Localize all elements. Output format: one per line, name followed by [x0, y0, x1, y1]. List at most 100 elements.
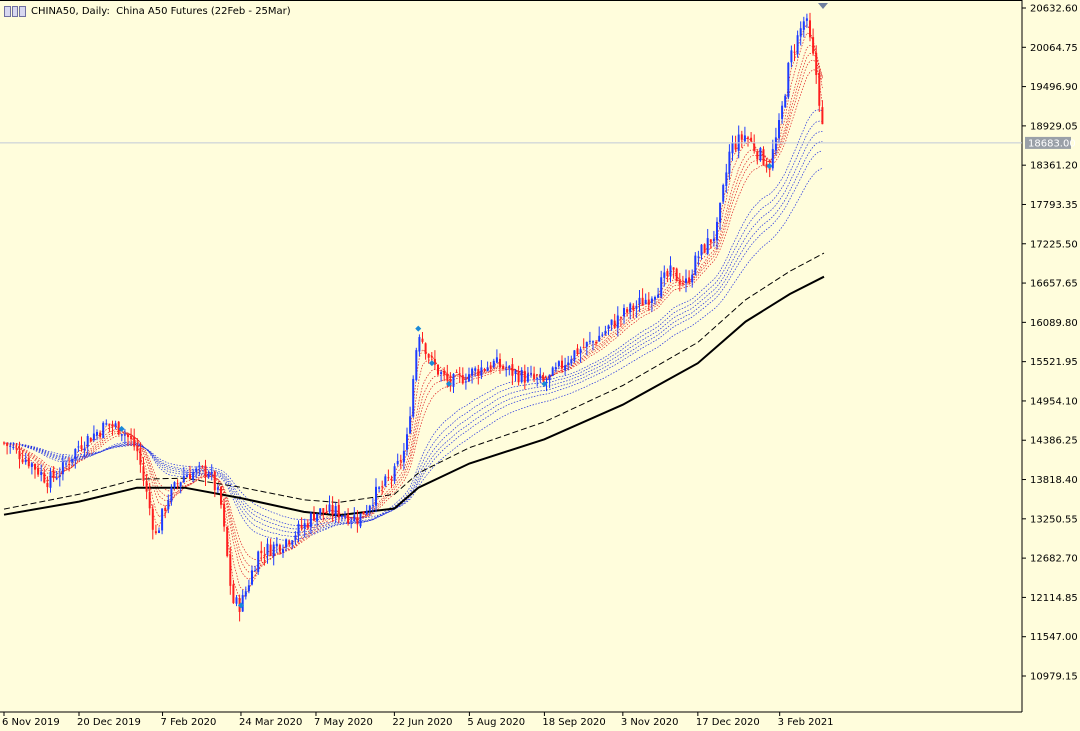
- candle-body: [347, 514, 350, 524]
- candle-body: [685, 278, 687, 283]
- candle-body: [381, 486, 384, 488]
- price-axis-label: 17793.35: [1030, 200, 1078, 211]
- candle-body: [309, 513, 312, 527]
- candle-body: [251, 570, 253, 585]
- candle-body: [809, 20, 811, 38]
- fast-ema-line: [3, 53, 823, 573]
- candle-body: [657, 294, 660, 298]
- long-ma-line: [3, 275, 825, 517]
- candle-body: [474, 368, 477, 371]
- candle-body: [43, 473, 46, 483]
- candle-body: [523, 370, 526, 383]
- candle-body: [719, 202, 722, 223]
- candle-body: [424, 343, 427, 355]
- slow-ema-line: [3, 109, 823, 541]
- candle-body: [30, 463, 33, 467]
- candle-body: [123, 434, 126, 436]
- candle-body: [409, 416, 412, 434]
- candle-body: [700, 244, 703, 256]
- candle-body: [139, 449, 142, 465]
- candle-body: [278, 544, 281, 552]
- price-axis-label: 18361.20: [1030, 161, 1078, 172]
- candle-body: [619, 317, 622, 319]
- candle-body: [799, 28, 802, 37]
- ma-fan-ribbon: [3, 23, 823, 602]
- candle-body: [610, 319, 613, 325]
- long-ma-dashed-line: [3, 252, 825, 510]
- candle-body: [86, 436, 89, 447]
- candle-body: [489, 365, 492, 369]
- candle-body: [275, 543, 278, 547]
- candle-body: [167, 500, 170, 510]
- candle-body: [663, 272, 666, 278]
- candle-body: [564, 365, 567, 371]
- candle-body: [12, 446, 15, 448]
- candle-body: [592, 341, 594, 343]
- candle-body: [61, 462, 64, 475]
- candle-body: [567, 362, 570, 366]
- signal-diamond-marker: [445, 380, 452, 387]
- slow-ema-line: [3, 140, 823, 530]
- price-axis-label: 16657.65: [1030, 279, 1078, 290]
- candle-body: [734, 143, 737, 150]
- date-axis-label: 22 Jun 2020: [392, 717, 452, 728]
- candle-body: [179, 482, 182, 487]
- chart-shift-marker[interactable]: [818, 3, 828, 9]
- candle-body: [607, 325, 610, 330]
- candle-body: [582, 347, 585, 349]
- candle-body: [313, 513, 315, 521]
- candle-body: [393, 466, 396, 481]
- candle-body: [353, 515, 356, 521]
- candle-body: [223, 503, 226, 527]
- price-axis-label: 15521.95: [1030, 357, 1078, 368]
- candle-body: [365, 510, 368, 515]
- candle-body: [818, 73, 821, 106]
- candle-body: [114, 423, 117, 426]
- chart-window-icon: [4, 5, 27, 17]
- candle-body: [102, 422, 105, 439]
- candle-body: [65, 463, 67, 465]
- candle-body: [241, 595, 244, 612]
- candle-body: [787, 62, 790, 98]
- candle-body: [46, 482, 49, 488]
- chart-title-bar: CHINA50, Daily: China A50 Futures (22Feb…: [4, 4, 291, 18]
- candle-body: [756, 151, 759, 160]
- candle-body: [446, 373, 449, 381]
- candle-body: [712, 238, 715, 242]
- candle-body: [499, 358, 501, 368]
- price-axis-label: 13250.55: [1030, 514, 1078, 525]
- candle-body: [784, 95, 787, 108]
- candle-body: [151, 508, 154, 530]
- candle-body: [173, 482, 176, 488]
- candle-body: [675, 268, 678, 282]
- candle-body: [647, 299, 650, 305]
- timeframe-name: Daily: [81, 5, 107, 17]
- candle-body: [480, 367, 483, 376]
- candle-body: [325, 512, 328, 514]
- candle-body: [449, 379, 452, 385]
- price-axis-label: 14954.10: [1030, 396, 1078, 407]
- candle-body: [421, 338, 424, 342]
- long-moving-averages: [3, 252, 825, 517]
- candle-body: [127, 434, 129, 438]
- candle-body: [272, 544, 275, 557]
- candle-body: [554, 367, 557, 370]
- candle-body: [15, 448, 18, 450]
- candle-body: [27, 457, 30, 467]
- candle-body: [316, 513, 319, 522]
- candle-body: [406, 434, 408, 450]
- candle-body: [520, 370, 523, 382]
- candle-body: [688, 277, 691, 283]
- candle-body: [781, 105, 784, 119]
- date-axis-label: 17 Dec 2020: [696, 717, 760, 728]
- candle-body: [418, 337, 421, 352]
- fast-ema-line: [3, 69, 823, 560]
- price-axis-label: 20064.75: [1030, 43, 1078, 54]
- candlesticks: [3, 12, 824, 622]
- candle-body: [74, 449, 77, 460]
- candle-body: [303, 523, 306, 529]
- price-axis-label: 14386.25: [1030, 436, 1078, 447]
- price-axis-label: 17225.50: [1030, 239, 1078, 250]
